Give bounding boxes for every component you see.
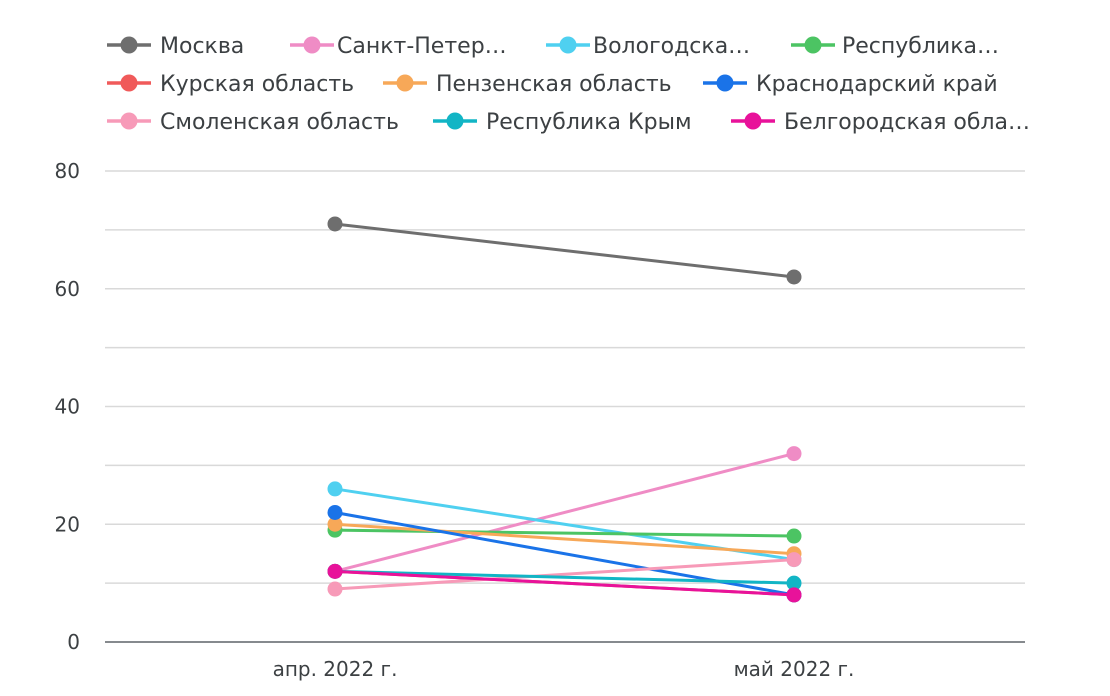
data-point[interactable]: [786, 552, 802, 568]
legend-swatch-dot: [303, 36, 321, 54]
legend-swatch-dot: [716, 74, 734, 92]
legend: Москва Санкт-Петер… Вологодска… Республика……: [107, 34, 1030, 135]
y-axis: 0 20 40 60 80: [55, 159, 80, 654]
series-line: [334, 528, 795, 538]
data-point[interactable]: [786, 446, 802, 462]
data-point[interactable]: [327, 581, 343, 597]
data-point[interactable]: [786, 528, 802, 544]
legend-label: Смоленская область: [160, 110, 399, 135]
legend-label: Краснодарский край: [756, 72, 998, 97]
y-tick-label: 80: [55, 159, 80, 183]
data-point[interactable]: [786, 587, 802, 603]
legend-label: Пензенская область: [436, 72, 672, 97]
legend-swatch-dot: [446, 112, 464, 130]
data-point[interactable]: [786, 269, 802, 285]
series-line: [334, 522, 795, 556]
legend-swatch-dot: [120, 36, 138, 54]
data-point[interactable]: [327, 563, 343, 579]
legend-item[interactable]: Смоленская область: [107, 110, 399, 135]
series-line: [334, 452, 795, 573]
data-point[interactable]: [327, 216, 343, 232]
x-tick-label: апр. 2022 г.: [273, 657, 398, 681]
legend-swatch-dot: [120, 112, 138, 130]
legend-label: Республика Крым: [486, 110, 692, 135]
legend-item[interactable]: Республика…: [791, 34, 999, 59]
gridlines: [105, 170, 1025, 584]
data-point[interactable]: [327, 481, 343, 497]
legend-label: Республика…: [842, 34, 999, 59]
series-9: [327, 563, 802, 603]
data-point[interactable]: [327, 504, 343, 520]
data-point[interactable]: [327, 516, 343, 532]
legend-item[interactable]: Москва: [107, 34, 244, 59]
legend-label: Санкт-Петер…: [337, 34, 507, 59]
y-tick-label: 20: [55, 512, 80, 536]
y-tick-label: 40: [55, 395, 80, 419]
x-tick-label: май 2022 г.: [734, 657, 855, 681]
legend-swatch-dot: [559, 36, 577, 54]
legend-label: Москва: [160, 34, 244, 59]
series-0: [327, 216, 802, 285]
legend-swatch-dot: [744, 112, 762, 130]
legend-item[interactable]: Санкт-Петер…: [290, 34, 507, 59]
legend-item[interactable]: Краснодарский край: [703, 72, 998, 97]
legend-item[interactable]: Вологодска…: [546, 34, 750, 59]
series-line: [334, 569, 795, 585]
legend-item[interactable]: Курская область: [107, 72, 354, 97]
series-8: [327, 563, 802, 591]
legend-label: Курская область: [160, 72, 354, 97]
series-group: [327, 216, 802, 603]
legend-item[interactable]: Белгородская обла…: [731, 110, 1030, 135]
legend-swatch-dot: [120, 74, 138, 92]
series-7: [327, 552, 802, 597]
legend-label: Вологодска…: [593, 34, 750, 59]
legend-item[interactable]: Республика Крым: [433, 110, 692, 135]
series-line: [334, 569, 795, 597]
series-line: [334, 222, 795, 279]
legend-label: Белгородская обла…: [784, 110, 1030, 135]
y-tick-label: 60: [55, 277, 80, 301]
y-tick-label: 0: [67, 630, 80, 654]
x-axis: апр. 2022 г. май 2022 г.: [105, 641, 1025, 681]
legend-swatch-dot: [396, 74, 414, 92]
legend-item[interactable]: Пензенская область: [383, 72, 672, 97]
data-point[interactable]: [786, 575, 802, 591]
series-line: [334, 558, 795, 591]
legend-swatch-dot: [804, 36, 822, 54]
